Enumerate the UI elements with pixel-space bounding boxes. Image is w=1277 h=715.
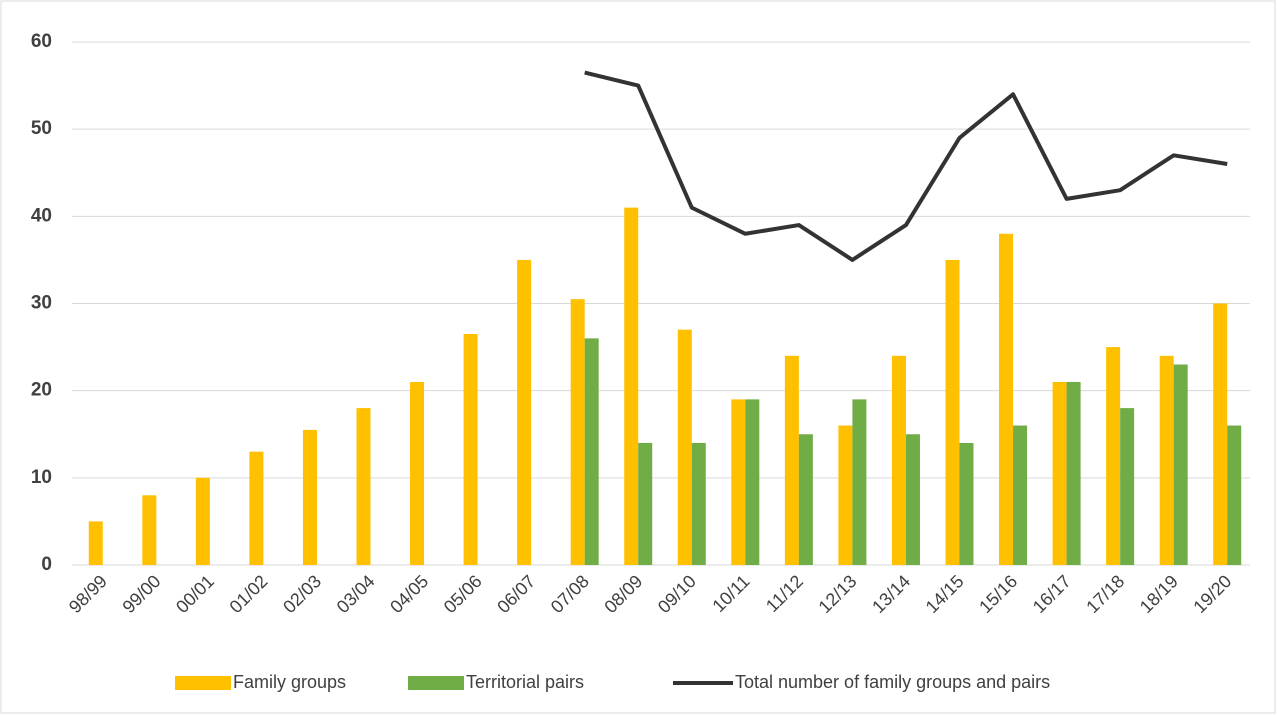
bar bbox=[142, 495, 157, 565]
y-tick-label: 60 bbox=[31, 31, 52, 52]
y-tick-label: 30 bbox=[31, 293, 52, 314]
bar bbox=[784, 355, 799, 565]
bar bbox=[838, 425, 853, 565]
bar bbox=[691, 442, 706, 565]
legend-swatch bbox=[408, 676, 464, 690]
y-tick-label: 20 bbox=[31, 380, 52, 401]
bar bbox=[891, 355, 906, 565]
y-tick-label: 0 bbox=[41, 554, 52, 575]
bar bbox=[1106, 347, 1121, 565]
y-tick-label: 10 bbox=[31, 467, 52, 488]
bar bbox=[249, 451, 264, 565]
bar bbox=[195, 477, 210, 565]
legend-label: Total number of family groups and pairs bbox=[735, 672, 1050, 692]
legend-label: Territorial pairs bbox=[466, 672, 584, 692]
bar bbox=[798, 434, 813, 565]
bar bbox=[356, 408, 371, 565]
legend-label: Family groups bbox=[233, 672, 346, 692]
bar bbox=[959, 442, 974, 565]
bar bbox=[410, 381, 425, 565]
bar bbox=[1227, 425, 1242, 565]
bar bbox=[1213, 303, 1228, 565]
bar bbox=[302, 429, 317, 565]
bar bbox=[1159, 355, 1174, 565]
bar bbox=[1013, 425, 1028, 565]
bar bbox=[1120, 408, 1135, 565]
bar bbox=[517, 259, 532, 565]
y-tick-label: 50 bbox=[31, 118, 52, 139]
bar bbox=[88, 521, 103, 565]
bar bbox=[1173, 364, 1188, 565]
legend-swatch bbox=[175, 676, 231, 690]
bar bbox=[1066, 381, 1081, 565]
bar bbox=[638, 442, 653, 565]
bar bbox=[624, 207, 639, 565]
bar bbox=[745, 399, 760, 565]
line bbox=[584, 70, 1228, 262]
bar bbox=[852, 399, 867, 565]
y-tick-label: 40 bbox=[31, 205, 52, 226]
bar bbox=[584, 338, 599, 565]
bar bbox=[905, 434, 920, 565]
bar bbox=[1052, 381, 1067, 565]
bar bbox=[570, 299, 585, 565]
bar bbox=[999, 233, 1014, 565]
bar bbox=[677, 329, 692, 565]
bar bbox=[731, 399, 746, 565]
bar bbox=[945, 259, 960, 565]
bar bbox=[463, 334, 478, 565]
